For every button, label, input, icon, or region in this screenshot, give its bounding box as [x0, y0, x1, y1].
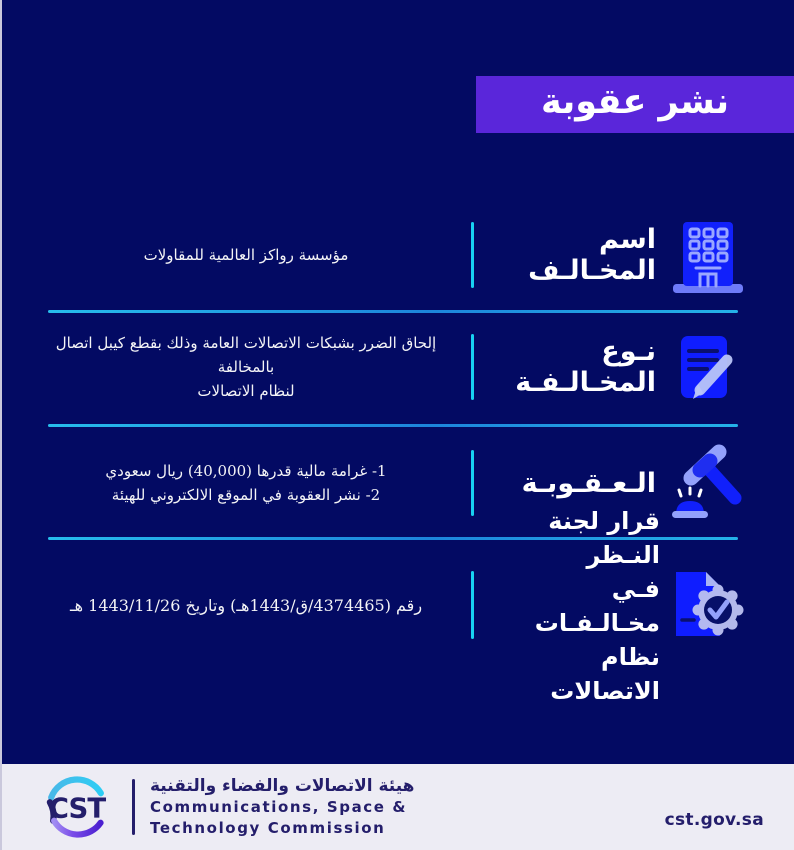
decision-number-line: رقم (4374465/ق/1443هـ) وتاريخ 1443/11/26…: [69, 596, 423, 615]
row-divider-line: [471, 571, 474, 639]
penalty-banner: نشر عقوبة: [476, 76, 794, 133]
violation-type-line-2: لنظام الاتصالات: [197, 382, 295, 400]
decision-label-line-3: نظام الاتصالات: [550, 643, 660, 705]
row-violator-name: اسم المخـالـف مؤسسة رواكز العالمية للمقا…: [0, 205, 794, 305]
org-name-block: هيئة الاتصالات والفضاء والتقنية Communic…: [150, 776, 414, 838]
cst-logo: CST: [46, 776, 107, 838]
decision-label-line-1: قرار لجنة النـظر: [548, 507, 660, 569]
row-divider-line: [471, 334, 474, 400]
violator-name-value: مؤسسة رواكز العالمية للمقاولات: [28, 205, 464, 305]
decision-label: قرار لجنة النـظر فـي مخـالـفـات نظام الا…: [484, 507, 660, 705]
section-divider: [48, 310, 738, 313]
violation-type-value: إلحاق الضرر بشبكات الاتصالات العامة وذلك…: [28, 317, 464, 417]
org-name-english-line-1: Communications, Space &: [150, 798, 408, 816]
decision-check-icon: [660, 545, 756, 667]
footer: CST هيئة الاتصالات والفضاء والتقنية Comm…: [0, 764, 794, 850]
penalty-label: الـعـقـوبـة: [521, 467, 656, 499]
org-name-english-line-2: Technology Commission: [150, 819, 386, 837]
violation-type-label: نـوع المخـالـفـة: [515, 336, 656, 398]
penalty-value: 1- غرامة مالية قدرها (40,000) ريال سعودي…: [28, 433, 464, 533]
row-decision: قرار لجنة النـظر فـي مخـالـفـات نظام الا…: [0, 507, 794, 705]
left-edge-stripe: [0, 0, 2, 850]
row-divider-line: [471, 222, 474, 288]
gavel-icon: [660, 433, 756, 533]
row-violation-type: نـوع المخـالـفـة إلحاق الضرر بشبكات الات…: [0, 317, 794, 417]
violator-name-label: اسم المخـالـف: [528, 224, 656, 286]
section-divider: [48, 537, 738, 540]
website-url: cst.gov.sa: [664, 810, 764, 830]
cst-logo-text: CST: [49, 792, 107, 824]
decision-label-line-2: فـي مخـالـفـات: [534, 575, 660, 637]
building-icon: [660, 205, 756, 305]
violator-name-line: مؤسسة رواكز العالمية للمقاولات: [143, 246, 349, 264]
banner-title: نشر عقوبة: [540, 82, 730, 122]
decision-value: رقم (4374465/ق/1443هـ) وتاريخ 1443/11/26…: [28, 545, 464, 667]
row-divider-line: [471, 450, 474, 516]
footer-divider: [132, 779, 135, 835]
violation-type-line-1: إلحاق الضرر بشبكات الاتصالات العامة وذلك…: [55, 334, 437, 376]
org-name-arabic: هيئة الاتصالات والفضاء والتقنية: [150, 776, 415, 796]
penalty-line-1: 1- غرامة مالية قدرها (40,000) ريال سعودي: [105, 462, 387, 480]
section-divider: [48, 424, 738, 427]
row-penalty: الـعـقـوبـة 1- غرامة مالية قدرها (40,000…: [0, 433, 794, 533]
penalty-line-2: 2- نشر العقوبة في الموقع الالكتروني للهي…: [111, 486, 381, 504]
document-pen-icon: [660, 317, 756, 417]
